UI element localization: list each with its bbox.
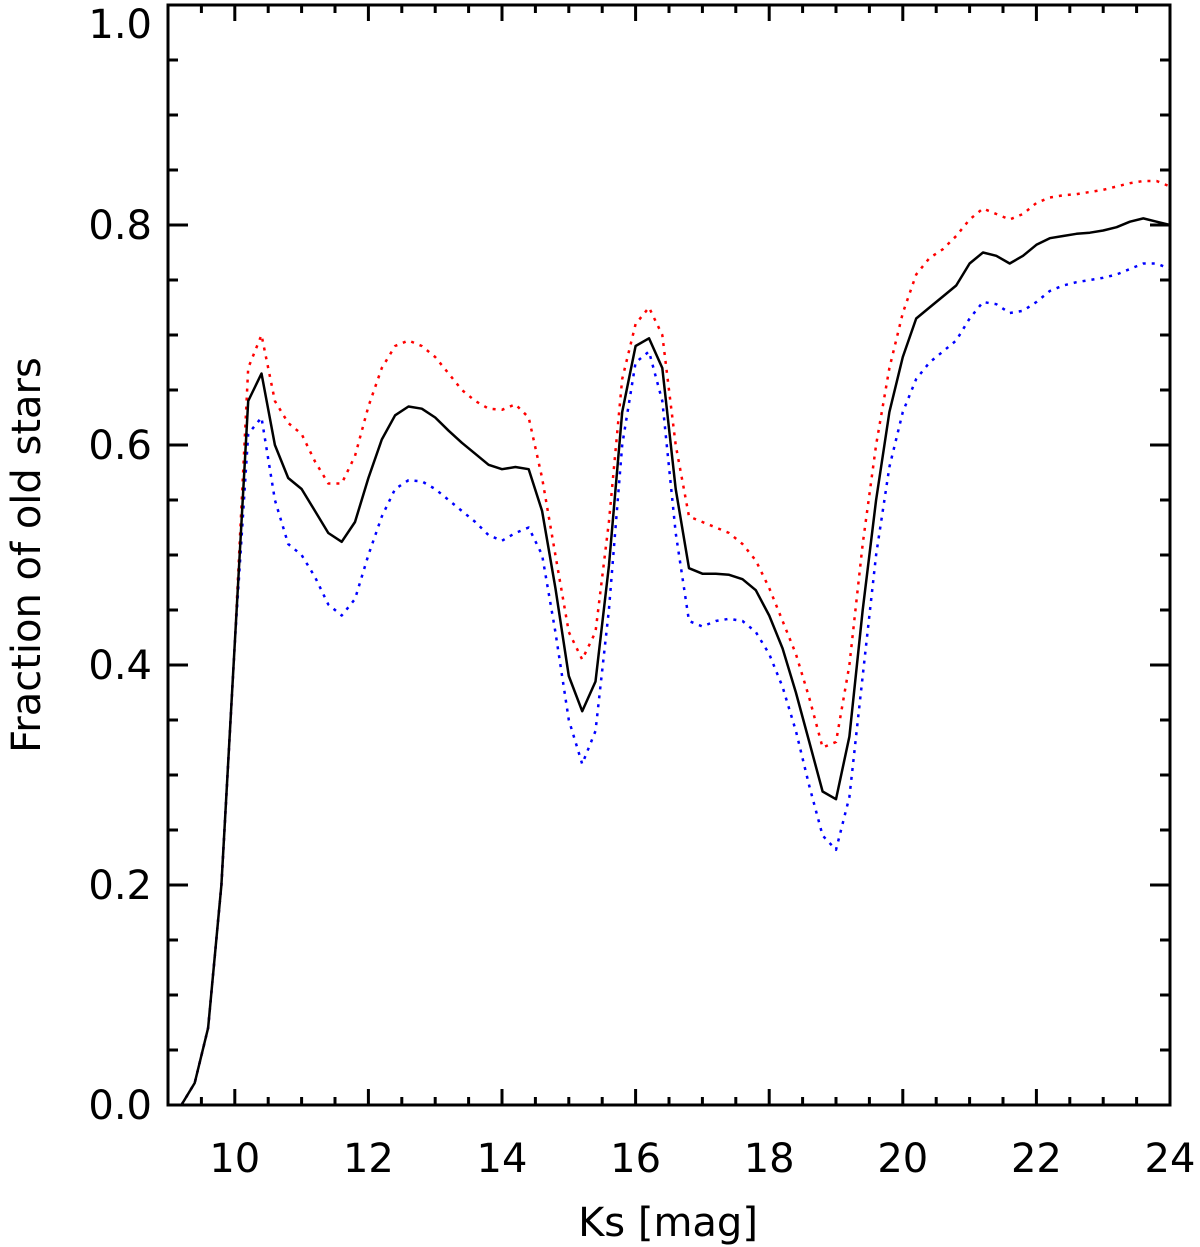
y-tick-label: 0.6 <box>88 423 152 469</box>
x-tick-label: 16 <box>610 1136 661 1182</box>
plot-frame <box>166 3 1172 1107</box>
y-tick-label: 0.8 <box>88 203 152 249</box>
x-axis-label: Ks [mag] <box>578 1200 758 1246</box>
y-tick-label: 0.2 <box>88 863 152 909</box>
y-tick-label: 1.0 <box>88 2 152 48</box>
x-tick-label: 12 <box>343 1136 394 1182</box>
series-line-1 <box>180 262 1171 1106</box>
y-axis-label: Fraction of old stars <box>4 357 50 753</box>
series-layer <box>180 179 1171 1106</box>
x-tick-label: 24 <box>1145 1136 1196 1182</box>
ticks-layer <box>166 3 1172 1107</box>
y-tick-label: 0.0 <box>88 1083 152 1129</box>
x-tick-label: 18 <box>744 1136 795 1182</box>
y-tick-label: 0.4 <box>88 643 152 689</box>
x-tick-label: 14 <box>477 1136 528 1182</box>
x-tick-label: 10 <box>209 1136 260 1182</box>
x-tick-label: 20 <box>877 1136 928 1182</box>
labels-layer: 10 12 14 16 18 20 22 24 0.0 0.2 0.4 0.6 0.8 1.0 <box>88 2 1195 1182</box>
series-line-0 <box>180 179 1171 1106</box>
x-tick-label: 22 <box>1011 1136 1062 1182</box>
series-line-2 <box>180 217 1171 1106</box>
